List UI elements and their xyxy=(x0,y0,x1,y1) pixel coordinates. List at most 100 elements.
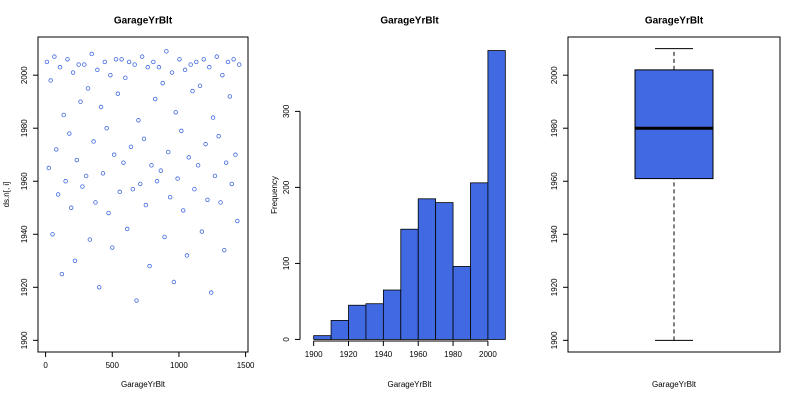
point xyxy=(61,112,66,118)
point xyxy=(91,139,96,144)
x-tick-label: 1920 xyxy=(340,350,358,359)
x-tick-label: 1900 xyxy=(305,350,323,359)
point xyxy=(184,253,190,258)
x-axis-label: GarageYrBlt xyxy=(387,380,432,389)
point xyxy=(236,62,242,67)
point xyxy=(186,155,191,160)
y-tick-label: 2000 xyxy=(20,66,29,84)
x-tick-label: 500 xyxy=(106,361,120,370)
point xyxy=(192,186,197,192)
point xyxy=(199,229,205,234)
point xyxy=(104,126,109,131)
y-tick-label: 1920 xyxy=(550,278,559,296)
point xyxy=(194,59,199,65)
point xyxy=(197,83,203,88)
point xyxy=(173,110,178,115)
point xyxy=(182,67,188,73)
point xyxy=(195,163,201,168)
point xyxy=(154,179,160,184)
point xyxy=(156,65,162,70)
y-axis-label: Frequency xyxy=(270,176,279,214)
point xyxy=(212,173,218,179)
chart-title: GarageYrBlt xyxy=(380,16,439,27)
point xyxy=(162,234,167,240)
y-tick-label: 1960 xyxy=(550,172,559,190)
point xyxy=(54,147,59,152)
point xyxy=(106,210,111,216)
point xyxy=(210,115,216,120)
y-tick-label: 1940 xyxy=(20,225,29,243)
point xyxy=(67,131,72,136)
point xyxy=(76,62,81,67)
point xyxy=(188,62,193,67)
point xyxy=(220,72,225,78)
point xyxy=(83,173,89,179)
y-tick-label: 300 xyxy=(282,104,291,118)
point xyxy=(113,57,119,62)
x-tick-label: 1960 xyxy=(409,350,427,359)
point xyxy=(50,232,55,237)
point xyxy=(80,184,85,189)
point xyxy=(190,88,195,94)
point xyxy=(216,133,221,139)
x-axis-label: GarageYrBlt xyxy=(121,380,166,389)
point xyxy=(145,65,150,70)
bar xyxy=(487,50,506,340)
point xyxy=(110,245,115,250)
point xyxy=(164,49,169,54)
point xyxy=(171,279,177,285)
point xyxy=(132,62,137,67)
point xyxy=(229,181,234,187)
point xyxy=(205,197,210,203)
point xyxy=(225,59,231,65)
point xyxy=(160,80,165,86)
point xyxy=(52,54,57,59)
point xyxy=(201,57,206,62)
x-tick-label: 1500 xyxy=(237,361,255,370)
point xyxy=(166,149,171,155)
y-axis-label: ds.n[, i] xyxy=(2,182,11,208)
bar xyxy=(417,198,437,340)
y-tick-label: 1900 xyxy=(20,331,29,349)
point xyxy=(139,54,145,59)
point xyxy=(223,160,229,165)
bar xyxy=(452,266,471,340)
point xyxy=(74,157,79,163)
point xyxy=(55,192,61,197)
bar xyxy=(313,335,332,340)
point xyxy=(231,57,236,62)
point xyxy=(98,104,104,110)
point xyxy=(149,163,154,168)
y-tick-label: 1920 xyxy=(20,278,29,296)
point xyxy=(87,237,93,242)
point xyxy=(222,247,227,253)
point xyxy=(124,226,130,232)
point xyxy=(108,72,113,78)
box xyxy=(634,69,714,180)
point xyxy=(70,70,76,75)
bar xyxy=(435,202,454,340)
point xyxy=(175,176,180,181)
point xyxy=(111,152,117,157)
point xyxy=(119,57,124,62)
y-tick-label: 1940 xyxy=(550,225,559,243)
point xyxy=(138,181,143,187)
point xyxy=(44,59,50,65)
point xyxy=(93,200,98,205)
point xyxy=(214,54,219,59)
point xyxy=(143,202,149,208)
y-tick-label: 1980 xyxy=(20,119,29,137)
x-tick-label: 2000 xyxy=(479,350,497,359)
x-axis-label: GarageYrBlt xyxy=(652,380,697,389)
point xyxy=(68,205,74,210)
chart-title: GarageYrBlt xyxy=(645,16,704,27)
point xyxy=(227,94,233,99)
y-tick-label: 1960 xyxy=(20,172,29,190)
point xyxy=(65,57,70,62)
point xyxy=(177,57,182,62)
chart-title: GarageYrBlt xyxy=(114,16,173,27)
y-tick-label: 100 xyxy=(282,256,291,270)
point xyxy=(46,165,51,171)
bar xyxy=(348,304,367,340)
